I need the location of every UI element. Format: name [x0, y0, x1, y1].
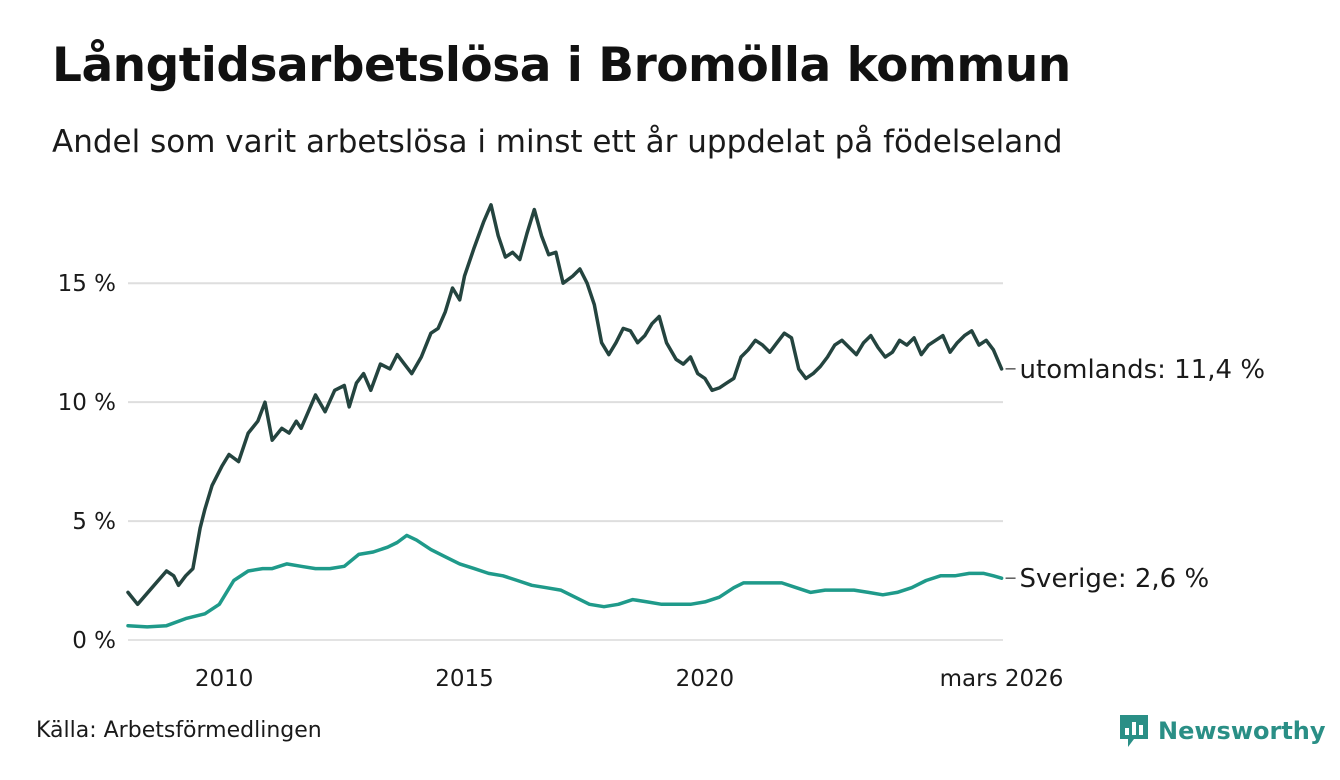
series-lines	[126, 203, 1004, 629]
newsworthy-logo-icon	[1120, 715, 1148, 747]
x-tick-label: 2010	[195, 666, 254, 692]
series-line-utomlands	[126, 203, 1004, 607]
y-tick-label: 15 %	[58, 271, 116, 297]
brand-logo[interactable]: Newsworthy	[1118, 713, 1326, 749]
end-label-sverige: Sverige: 2,6 %	[1020, 564, 1210, 594]
series-line-sverige	[126, 533, 1004, 629]
y-tick-label: 5 %	[72, 509, 116, 535]
y-axis-labels: 0 % 5 % 10 % 15 %	[58, 271, 116, 654]
y-tick-label: 10 %	[58, 390, 116, 416]
x-axis-labels: 2010 2015 2020 mars 2026	[195, 666, 1064, 692]
chart-title: Långtidsarbetslösa i Bromölla kommun	[52, 38, 1071, 93]
source-note: Källa: Arbetsförmedlingen	[36, 718, 322, 743]
y-tick-label: 0 %	[72, 628, 116, 654]
brand-name: Newsworthy	[1158, 717, 1326, 745]
series-end-labels: utomlands: 11,4 % Sverige: 2,6 %	[1005, 355, 1265, 594]
chart-subtitle: Andel som varit arbetslösa i minst ett å…	[52, 124, 1063, 160]
x-tick-label: 2015	[435, 666, 494, 692]
x-tick-label: 2020	[676, 666, 735, 692]
x-tick-label: mars 2026	[940, 666, 1064, 692]
end-label-utomlands: utomlands: 11,4 %	[1020, 355, 1265, 385]
